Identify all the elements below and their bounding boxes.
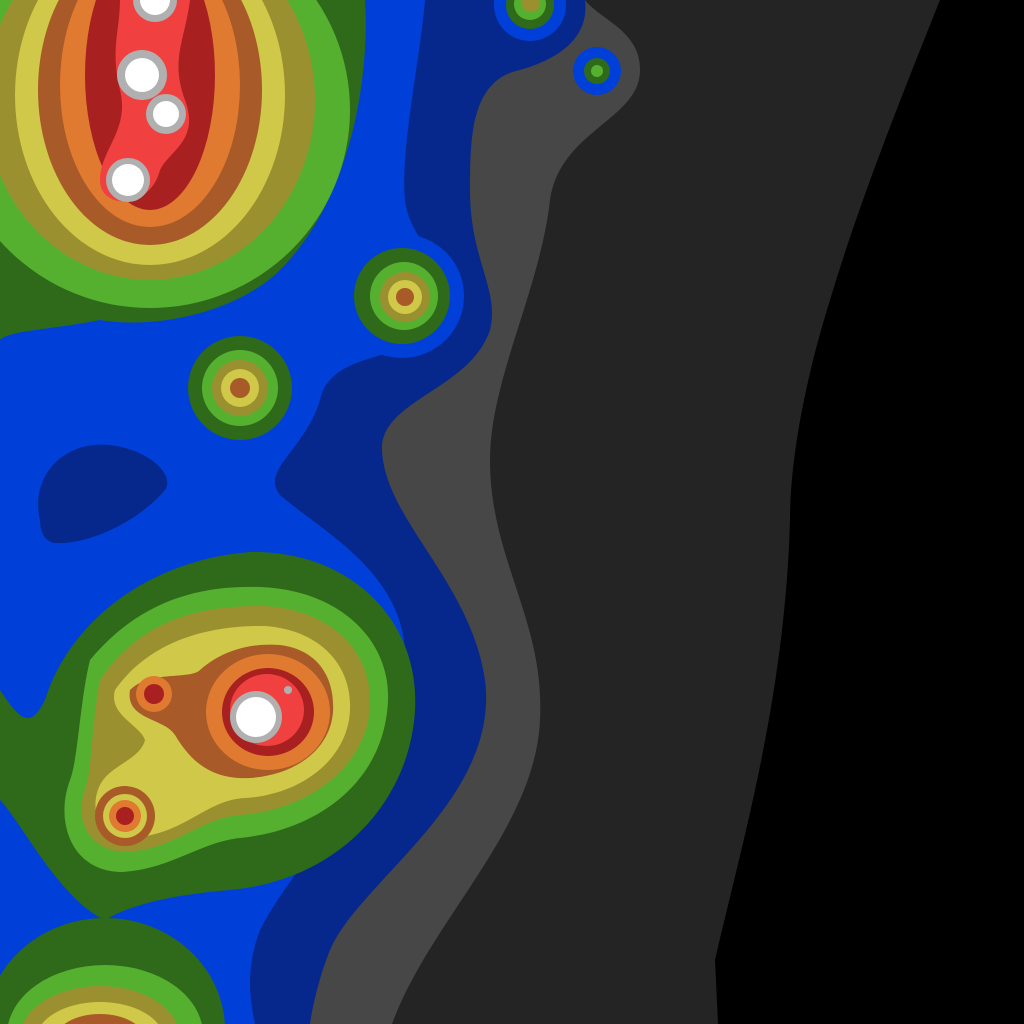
- band-snow: [125, 58, 159, 92]
- band-olive: [522, 0, 540, 12]
- band-darkred: [144, 684, 164, 704]
- band-rock: [284, 686, 292, 694]
- southwest-island: [0, 918, 225, 1024]
- band-red: [100, 0, 190, 202]
- band-snow: [153, 101, 179, 127]
- band-snow: [112, 164, 144, 196]
- islet-b: [340, 234, 464, 358]
- band-brown: [64, 1014, 136, 1024]
- deep-pool: [38, 444, 168, 544]
- islet-a: [188, 336, 292, 440]
- band-grass: [591, 65, 603, 77]
- band-snow: [140, 0, 170, 15]
- band-brown: [396, 288, 414, 306]
- band-yellow: [41, 1002, 159, 1024]
- band-darkred: [116, 807, 134, 825]
- south-island: [0, 551, 416, 920]
- islet-d: [573, 47, 621, 95]
- north-island: [0, 0, 366, 340]
- band-brown: [230, 378, 250, 398]
- islet-c: [494, 0, 566, 41]
- band-snow: [236, 697, 276, 737]
